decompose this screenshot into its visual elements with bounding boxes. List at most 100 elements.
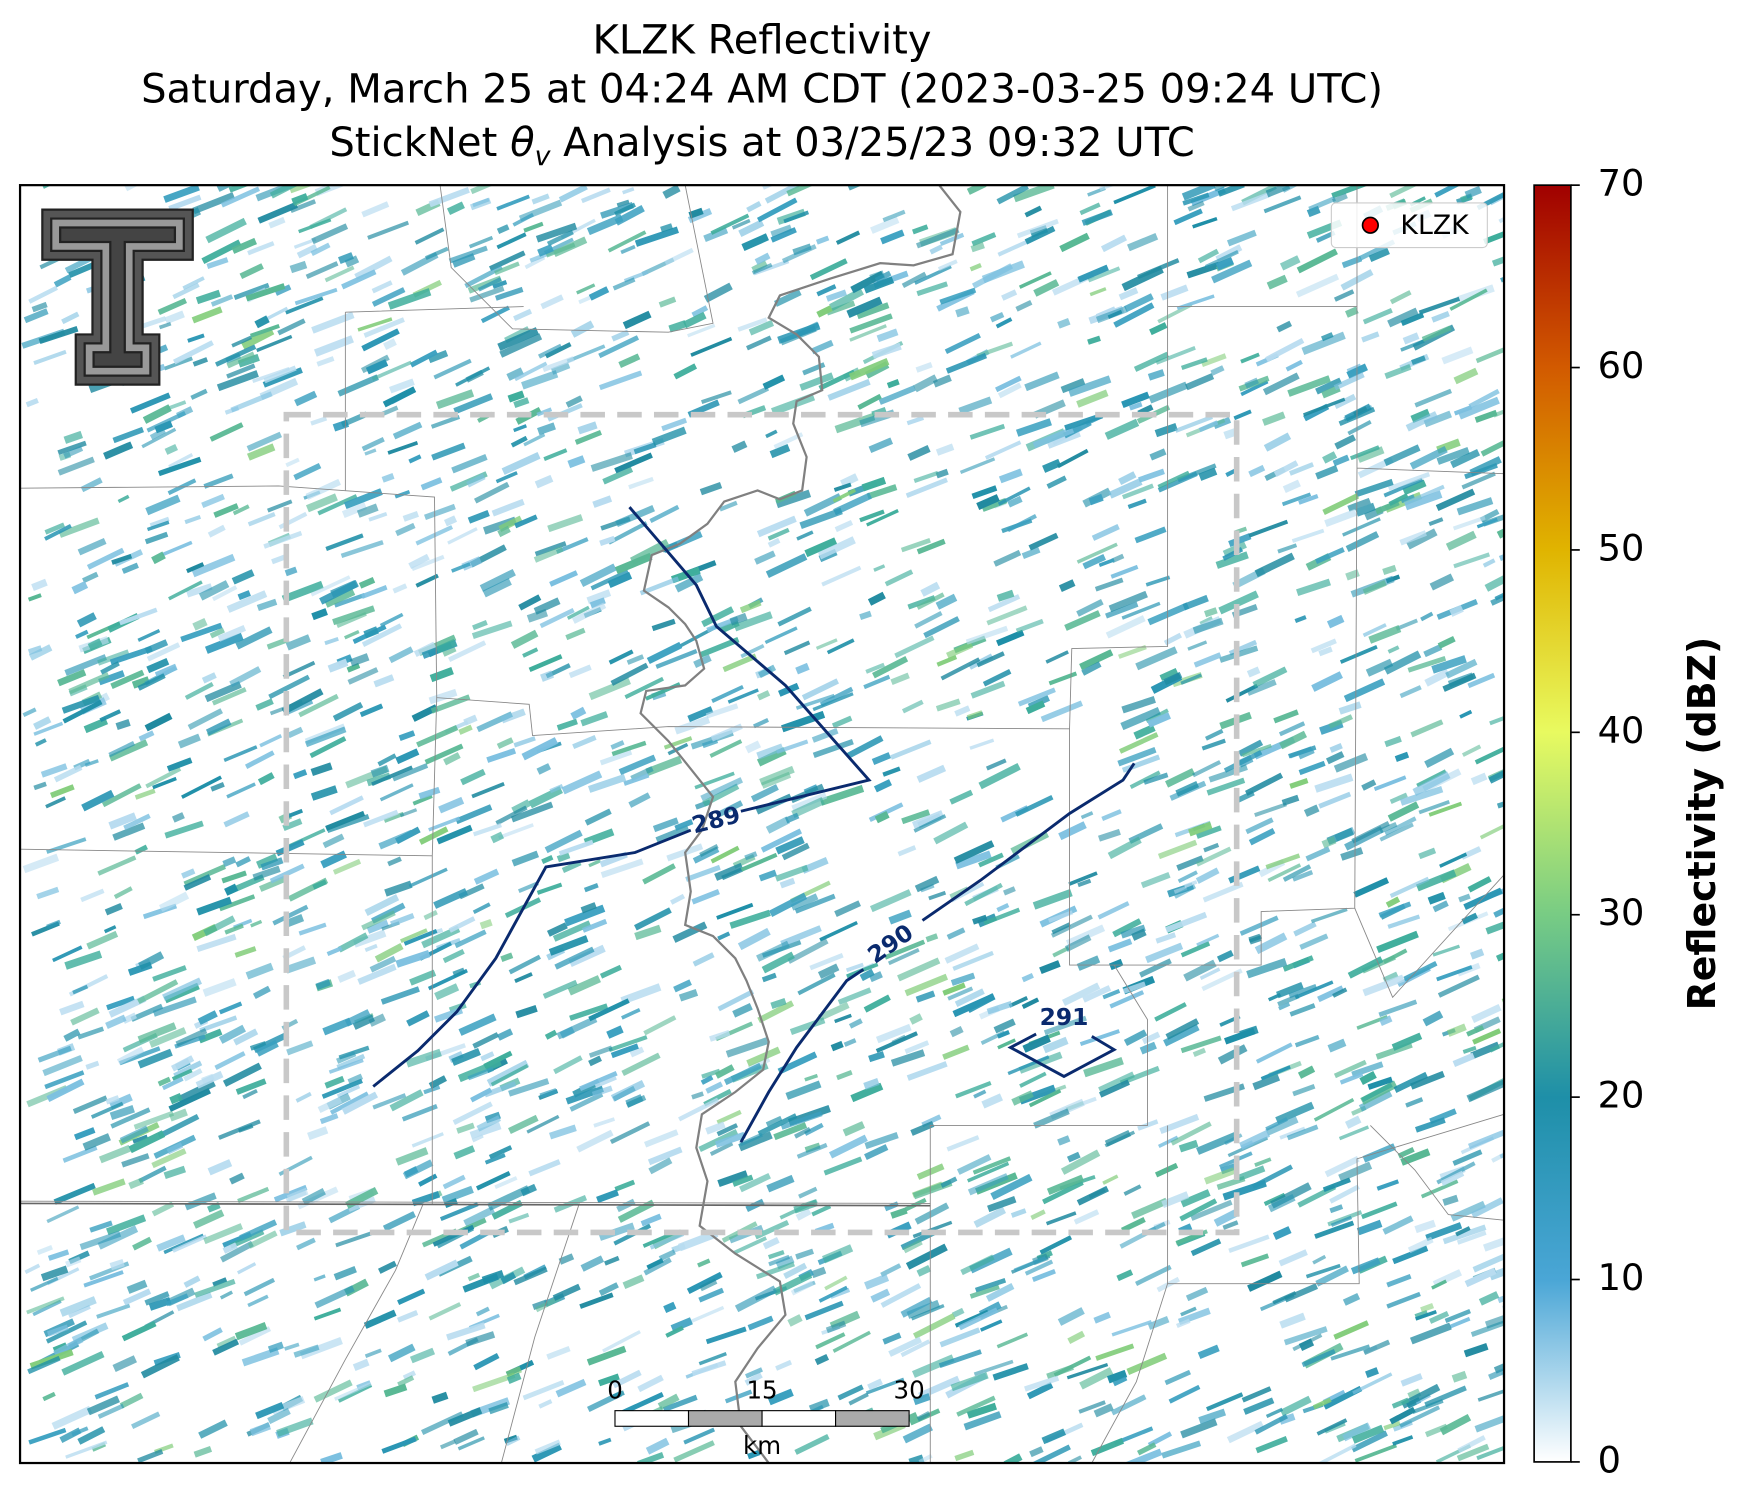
echo <box>1383 650 1422 675</box>
echo <box>913 374 939 393</box>
echo <box>536 882 563 895</box>
echo <box>1157 839 1198 860</box>
echo <box>1467 672 1496 689</box>
echo <box>947 986 974 1001</box>
echo <box>394 489 411 499</box>
echo <box>510 629 539 649</box>
echo <box>533 545 564 563</box>
echo <box>970 680 1006 699</box>
echo <box>1121 696 1156 714</box>
echo <box>1272 1226 1292 1240</box>
echo <box>1198 1408 1227 1425</box>
echo <box>321 1078 363 1099</box>
echo <box>616 199 630 208</box>
echo <box>865 662 885 674</box>
echo <box>913 470 939 483</box>
echo <box>687 706 714 723</box>
echo <box>768 1254 790 1267</box>
echo <box>796 1142 828 1159</box>
echo <box>794 1434 830 1455</box>
echo <box>327 658 349 673</box>
echo <box>446 1322 486 1341</box>
echo <box>705 703 739 719</box>
echo <box>168 580 203 601</box>
echo <box>1329 743 1343 753</box>
echo <box>801 678 839 701</box>
echo <box>315 978 331 990</box>
echo <box>33 716 52 730</box>
echo <box>698 1287 725 1303</box>
echo <box>430 414 461 429</box>
echo <box>513 1266 548 1286</box>
echo <box>1133 351 1169 372</box>
echo <box>217 624 247 642</box>
echo <box>1295 273 1340 298</box>
echo <box>1111 553 1125 564</box>
echo <box>287 726 304 739</box>
echo <box>1471 1004 1502 1023</box>
echo <box>1105 601 1139 619</box>
echo <box>464 264 503 289</box>
echo <box>664 247 694 266</box>
echo <box>737 386 770 405</box>
echo <box>966 1402 998 1419</box>
echo <box>1324 508 1358 528</box>
echo <box>1122 483 1154 500</box>
echo <box>569 1003 609 1021</box>
echo <box>361 201 390 218</box>
echo <box>284 956 317 974</box>
echo <box>1427 891 1446 905</box>
echo <box>987 1195 1017 1213</box>
echo <box>964 882 1003 907</box>
echo <box>377 1260 397 1274</box>
echo <box>1161 1191 1190 1209</box>
echo <box>44 523 72 541</box>
echo <box>1461 912 1478 925</box>
echo <box>1076 542 1118 564</box>
echo <box>624 676 664 700</box>
echo <box>82 1133 111 1151</box>
echo <box>1279 1312 1306 1329</box>
echo <box>535 222 578 243</box>
echo <box>1453 552 1491 569</box>
echo <box>996 629 1025 647</box>
echo <box>405 1048 442 1068</box>
echo <box>1467 1127 1505 1150</box>
scale-label: 0 <box>607 1375 623 1404</box>
echo <box>621 1052 661 1077</box>
echo <box>310 785 338 801</box>
echo <box>887 948 920 966</box>
echo <box>701 390 732 405</box>
echo <box>1332 193 1348 205</box>
echo <box>1060 1149 1101 1175</box>
echo <box>1414 388 1452 408</box>
echo <box>1082 554 1106 570</box>
echo <box>1265 337 1305 363</box>
echo <box>257 772 275 786</box>
echo <box>710 845 740 864</box>
echo <box>935 593 958 610</box>
echo <box>408 867 448 888</box>
echo <box>467 1066 494 1081</box>
echo <box>501 452 541 475</box>
echo <box>260 857 284 871</box>
echo <box>938 1349 982 1368</box>
echo <box>955 850 992 870</box>
echo <box>1017 687 1056 707</box>
echo <box>284 1342 300 1351</box>
echo <box>399 808 418 818</box>
echo <box>100 661 120 675</box>
echo <box>495 471 518 484</box>
echo <box>746 335 772 351</box>
echo <box>483 1050 513 1069</box>
echo <box>555 537 589 554</box>
echo <box>986 1000 1013 1015</box>
echo <box>634 924 662 941</box>
echo <box>26 1296 65 1315</box>
echo <box>1068 375 1112 397</box>
echo <box>291 193 309 205</box>
echo <box>257 201 298 224</box>
echo <box>146 658 170 674</box>
echo <box>472 823 502 837</box>
echo <box>1329 1204 1344 1214</box>
